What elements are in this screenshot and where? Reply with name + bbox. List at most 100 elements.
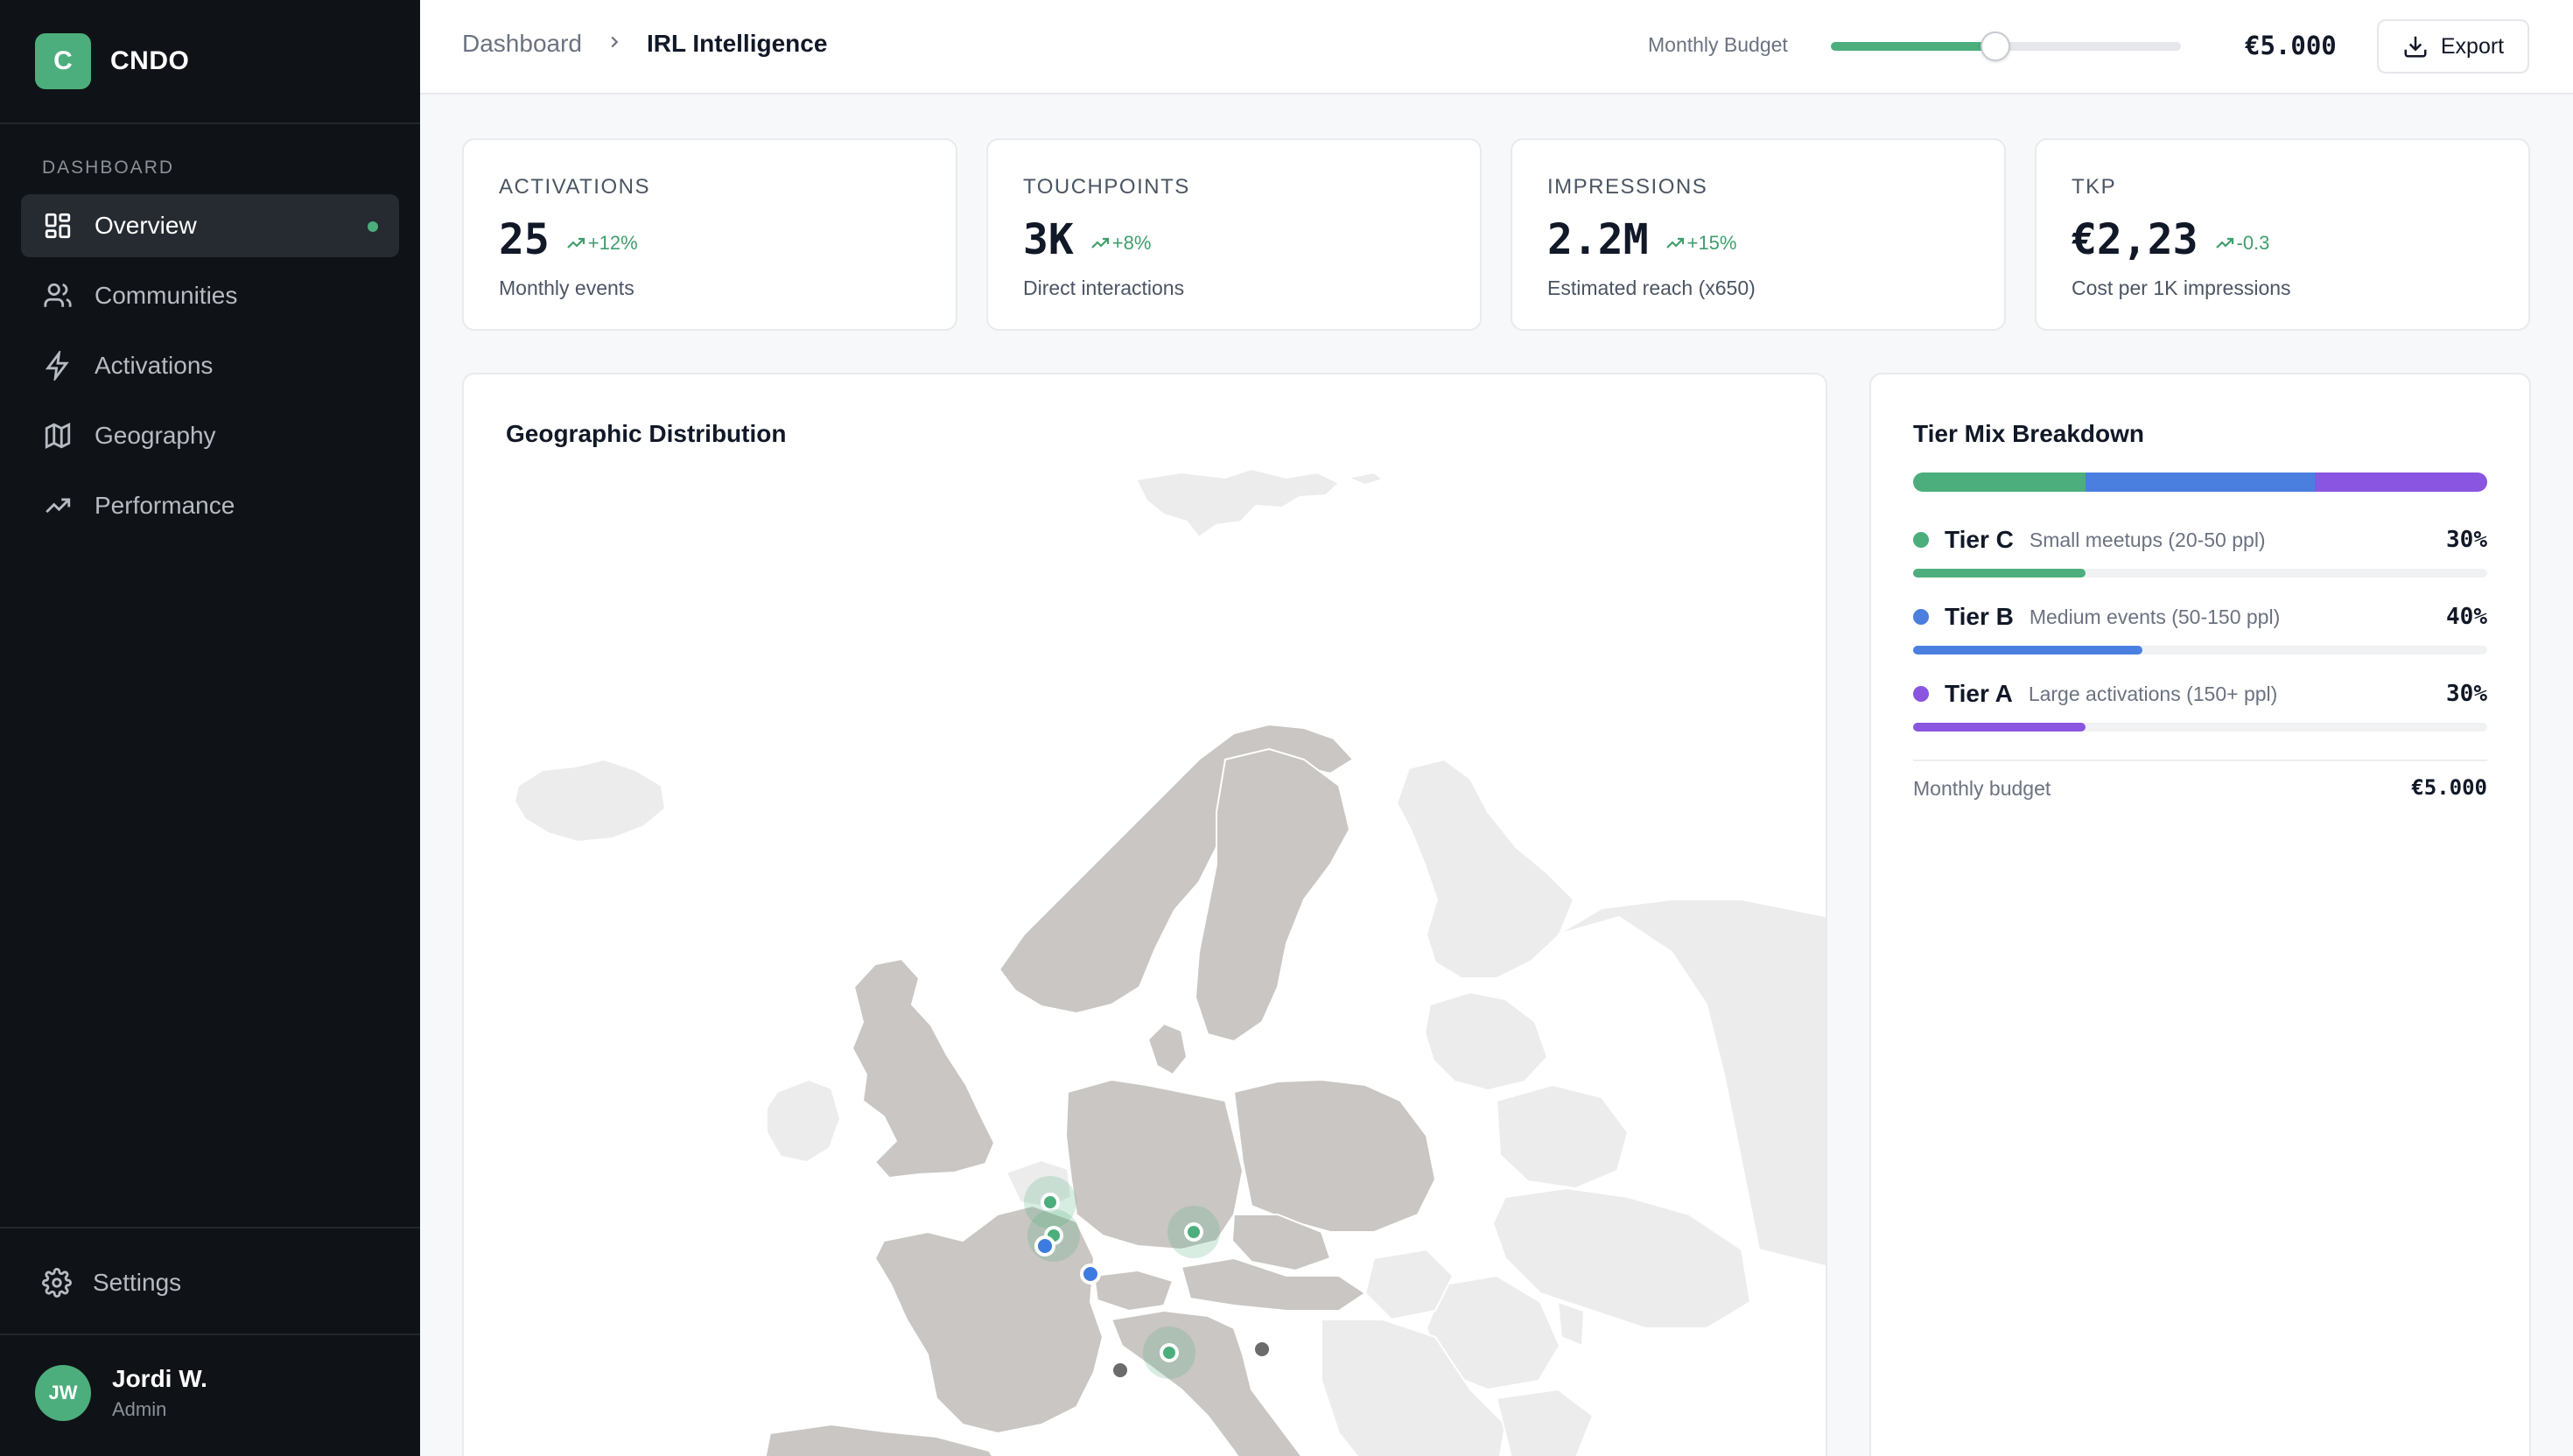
sidebar-item-settings[interactable]: Settings (21, 1251, 399, 1314)
map-marker-tier-b[interactable] (1034, 1236, 1055, 1256)
kpi-value: €2,23 (2072, 215, 2198, 264)
trending-up-icon (1665, 237, 1684, 248)
top-header: Dashboard IRL Intelligence Monthly Budge… (420, 0, 2573, 94)
breadcrumb-dashboard-link[interactable]: Dashboard (462, 30, 582, 57)
brand-logo: C (35, 33, 91, 89)
budget-slider-fill (1831, 42, 1995, 51)
map-markers (1024, 1176, 1272, 1381)
brand-name: CNDO (110, 46, 190, 75)
tier-row-a: Tier A Large activations (150+ ppl) 30% (1913, 679, 2487, 732)
map-marker-tier-c[interactable] (1041, 1193, 1060, 1212)
settings-label: Settings (93, 1269, 182, 1296)
sidebar-item-communities[interactable]: Communities (21, 264, 399, 327)
budget-label: Monthly Budget (1648, 33, 1788, 56)
kpi-label: IMPRESSIONS (1547, 175, 1708, 199)
kpi-delta-value: +15% (1686, 232, 1737, 254)
map-country-switzerland (1092, 1269, 1174, 1312)
sidebar-section-label: DASHBOARD (42, 158, 175, 178)
tier-percent: 30% (2446, 681, 2487, 707)
tier-color-dot (1913, 609, 1929, 625)
tier-name: Tier C (1945, 526, 2014, 553)
sidebar: C CNDO DASHBOARD Overview Communities Ac… (0, 0, 420, 1456)
budget-slider[interactable] (1831, 32, 2181, 61)
map-marker-inactive[interactable] (1251, 1339, 1272, 1360)
map-country-russia-west (1557, 899, 1826, 1268)
download-icon (2404, 36, 2427, 58)
divider (0, 1334, 420, 1335)
map-country-svalbard (1134, 467, 1341, 539)
trending-up-icon (1091, 237, 1109, 248)
map-country-bulgaria (1495, 1388, 1595, 1456)
geographic-distribution-card: Geographic Distribution (462, 373, 1827, 1456)
kpi-subtitle: Cost per 1K impressions (2072, 276, 2291, 299)
kpi-delta-value: +12% (587, 232, 638, 254)
kpi-card-touchpoints: TOUCHPOINTS 3K +8% Direct interactions (986, 138, 1482, 331)
map-country-germany (1064, 1078, 1244, 1251)
sidebar-item-label: Performance (95, 492, 235, 519)
europe-map[interactable] (464, 374, 1827, 1456)
monthly-budget-label: Monthly budget (1913, 777, 2051, 800)
map-marker-tier-b[interactable] (1080, 1264, 1101, 1284)
trending-up-icon (42, 490, 74, 522)
tier-name: Tier B (1945, 603, 2014, 630)
kpi-label: TOUCHPOINTS (1023, 175, 1190, 199)
breadcrumb: Dashboard IRL Intelligence (462, 30, 827, 58)
avatar: JW (35, 1365, 91, 1421)
map-country-france (873, 1204, 1104, 1435)
map-country-sweden (1194, 747, 1351, 1043)
trending-up-icon (2215, 237, 2233, 248)
kpi-label: ACTIVATIONS (499, 175, 650, 199)
tier-row-c: Tier C Small meetups (20-50 ppl) 30% (1913, 525, 2487, 578)
map-country-uk (851, 957, 996, 1180)
map-marker-inactive[interactable] (1110, 1360, 1131, 1381)
divider (1913, 760, 2487, 761)
users-icon (42, 280, 74, 312)
kpi-value: 25 (499, 215, 550, 264)
user-profile[interactable]: JW Jordi W. Admin (35, 1365, 207, 1421)
tier-percent: 30% (2446, 527, 2487, 553)
zap-icon (42, 350, 74, 382)
map-icon (42, 420, 74, 452)
kpi-label: TKP (2072, 175, 2117, 199)
map-marker-tier-c[interactable] (1160, 1343, 1179, 1362)
tier-color-dot (1913, 686, 1929, 702)
sidebar-item-overview[interactable]: Overview (21, 194, 399, 257)
tier-mix-card: Tier Mix Breakdown Tier C Small meetups … (1869, 373, 2531, 1456)
map-country-ireland (766, 1078, 842, 1164)
map-marker-tier-c[interactable] (1184, 1222, 1203, 1242)
tier-description: Small meetups (20-50 ppl) (2029, 528, 2266, 551)
sidebar-nav: Overview Communities Activations Geograp… (21, 194, 399, 544)
sidebar-item-activations[interactable]: Activations (21, 334, 399, 397)
kpi-delta-value: -0.3 (2236, 232, 2270, 254)
sidebar-item-performance[interactable]: Performance (21, 474, 399, 537)
sidebar-item-geography[interactable]: Geography (21, 404, 399, 467)
kpi-delta: -0.3 (2214, 232, 2270, 255)
chevron-right-icon (605, 30, 624, 58)
brand[interactable]: C CNDO (0, 0, 420, 124)
map-country-moldova (1556, 1300, 1586, 1348)
tier-c-segment (1913, 472, 2086, 492)
tier-progress-track (1913, 569, 2487, 578)
divider (0, 1227, 420, 1228)
kpi-subtitle: Direct interactions (1023, 276, 1185, 299)
tier-percent: 40% (2446, 604, 2487, 630)
gear-icon (42, 1268, 72, 1298)
map-country-finland (1395, 758, 1575, 979)
sidebar-item-label: Geography (95, 422, 216, 449)
map-card-title: Geographic Distribution (506, 420, 787, 447)
tier-color-dot (1913, 532, 1929, 548)
budget-value: €5.000 (2245, 31, 2337, 60)
kpi-delta: +8% (1090, 232, 1151, 255)
export-button[interactable]: Export (2377, 19, 2529, 74)
kpi-delta: +15% (1665, 232, 1737, 255)
monthly-budget-value: €5.000 (2411, 775, 2487, 800)
tier-card-title: Tier Mix Breakdown (1913, 420, 2145, 447)
map-country-ukraine (1491, 1186, 1752, 1329)
kpi-card-impressions: IMPRESSIONS 2.2M +15% Estimated reach (x… (1511, 138, 2006, 331)
kpi-subtitle: Monthly events (499, 276, 634, 299)
budget-slider-thumb[interactable] (1981, 32, 2010, 61)
kpi-value: 3K (1023, 215, 1074, 264)
map-country-baltics (1423, 990, 1549, 1092)
active-indicator-dot (368, 221, 378, 232)
trending-up-icon (567, 237, 585, 248)
